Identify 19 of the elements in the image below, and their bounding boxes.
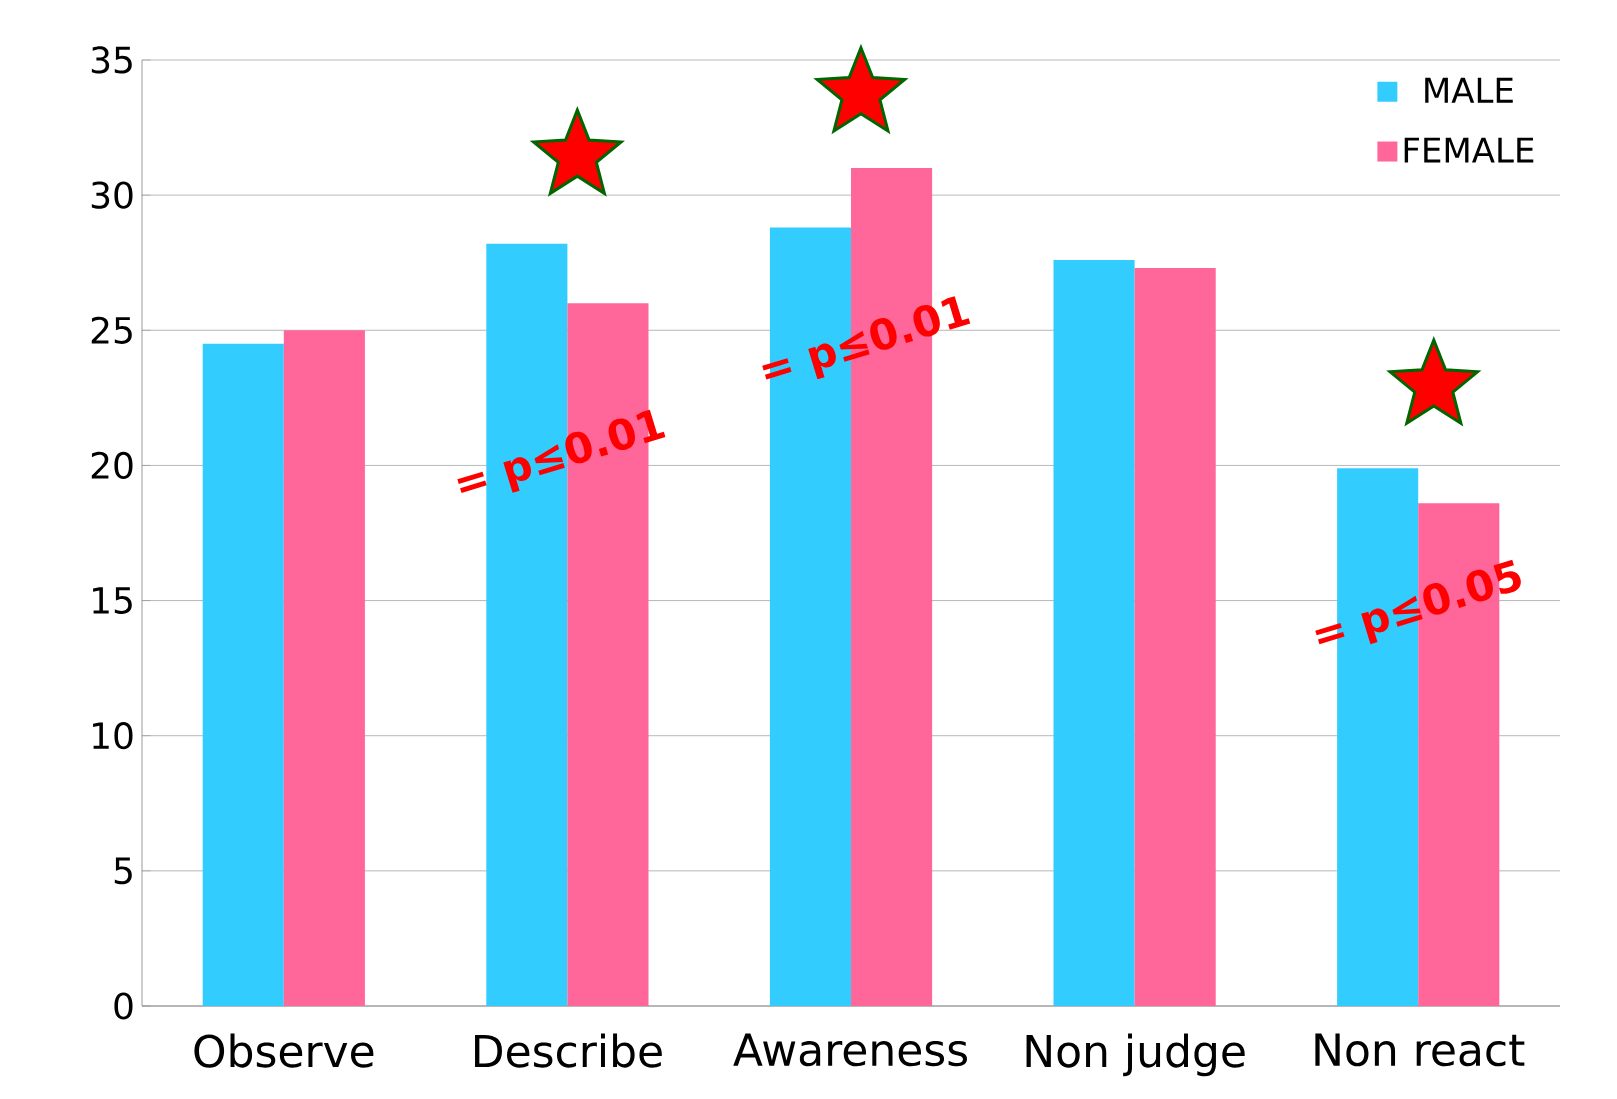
y-tick-label: 25 [91, 316, 132, 344]
x-tick-label: Non judge [1026, 1033, 1245, 1077]
bar [202, 343, 284, 1006]
bar [1053, 260, 1135, 1006]
y-tick-label: 20 [91, 451, 133, 480]
bar [283, 330, 365, 1006]
y-tick-label: 15 [93, 587, 132, 614]
x-tick-label: Non react [1315, 1033, 1525, 1067]
x-tick-label: Observe [194, 1033, 374, 1068]
y-tick-label: 5 [114, 857, 132, 885]
legend-label: FEMALE [1404, 137, 1534, 163]
y-tick-label: 0 [114, 992, 133, 1020]
y-tick-label: 35 [91, 46, 132, 74]
x-tick-label: Describe [475, 1033, 662, 1068]
bar [1134, 268, 1216, 1006]
x-tick-label: Awareness [733, 1033, 967, 1067]
y-tick-label: 10 [93, 722, 133, 750]
y-tick-label: 30 [91, 181, 133, 209]
legend-label: MALE [1425, 77, 1513, 103]
